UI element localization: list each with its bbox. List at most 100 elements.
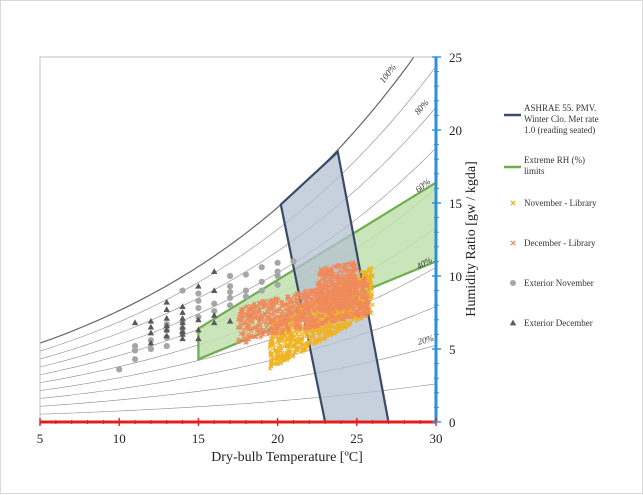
december-library-point <box>337 268 343 273</box>
legend-item-5: Exterior December <box>509 318 593 328</box>
november-library-point <box>274 349 279 354</box>
december-library-point <box>326 302 331 307</box>
december-library-point <box>337 312 343 318</box>
december-library-point <box>347 300 352 306</box>
december-library-point <box>294 300 299 306</box>
x-tick-label: 20 <box>271 431 284 446</box>
december-library-point <box>315 323 320 329</box>
december-library-point <box>345 274 351 279</box>
exterior-december-point <box>211 312 218 318</box>
y-tick-label: 0 <box>449 415 456 430</box>
december-library-point <box>342 268 348 273</box>
december-library-point <box>323 319 329 325</box>
legend-x-swatch <box>510 240 516 246</box>
rh-curve-70pct <box>40 147 436 368</box>
december-library-point <box>270 302 276 308</box>
exterior-november-point <box>147 345 154 353</box>
december-library-point <box>328 297 333 302</box>
december-library-point <box>294 316 299 321</box>
december-library-point <box>332 320 337 325</box>
december-library-point <box>316 291 321 297</box>
november-library-point <box>269 352 274 357</box>
exterior-december-point <box>179 323 186 330</box>
december-library-point <box>239 321 245 327</box>
december-library-point <box>298 297 304 302</box>
exterior-december-point <box>179 328 186 334</box>
december-library-point <box>244 326 249 331</box>
exterior-november-point <box>131 342 139 350</box>
november-library-point <box>325 328 330 333</box>
exterior-november-point <box>211 300 218 307</box>
december-library-point <box>347 279 352 284</box>
december-library-point <box>338 301 344 306</box>
x-axis-title: Dry-bulb Temperature [ºC] <box>211 450 363 465</box>
november-library-point <box>267 366 273 371</box>
december-library-point <box>255 323 260 328</box>
legend-item-0: ASHRAE 55. PMV. Winter Clo. Met rate 1.0 (… <box>504 103 599 135</box>
december-library-point <box>345 296 350 301</box>
december-library-point <box>313 287 319 292</box>
november-library-point <box>305 344 310 349</box>
november-library-point <box>278 361 283 366</box>
december-library-point <box>293 305 299 310</box>
legend-label: November - Library <box>524 198 597 208</box>
legend-label: Exterior November <box>524 278 594 288</box>
december-library-point <box>287 300 292 305</box>
december-library-point <box>335 271 341 276</box>
november-library-point <box>370 302 375 307</box>
exterior-november-point <box>195 297 202 304</box>
december-library-point <box>316 305 322 311</box>
exterior-december-point <box>147 339 155 346</box>
december-library-point <box>252 302 257 308</box>
november-library-point <box>346 323 351 328</box>
november-library-point <box>366 269 372 274</box>
exterior-december-point <box>179 314 186 321</box>
rh-curve-100pct <box>40 57 415 344</box>
december-library-point <box>328 290 333 296</box>
november-library-point <box>305 332 310 337</box>
december-library-point <box>249 328 254 334</box>
december-library-point <box>302 296 307 301</box>
legend-circle-swatch <box>510 280 516 286</box>
november-library-point <box>369 287 375 292</box>
december-library-point <box>334 282 339 287</box>
december-library-point <box>309 298 314 303</box>
december-library-point <box>288 296 293 301</box>
legend-label-line: December - Library <box>524 238 596 248</box>
december-library-point <box>325 311 331 316</box>
november-library-point <box>363 270 368 275</box>
november-library-point <box>287 341 293 347</box>
december-library-point <box>354 294 359 299</box>
december-library-point <box>316 296 321 301</box>
december-library-point <box>283 306 288 312</box>
december-library-point <box>280 329 285 334</box>
december-library-point <box>260 305 265 310</box>
november-library-point <box>330 324 335 330</box>
december-library-point <box>334 295 340 300</box>
december-library-point <box>322 300 328 306</box>
december-library-point <box>348 262 353 267</box>
december-library-point <box>329 318 335 324</box>
december-library-point <box>282 313 287 318</box>
rh-label-80pct: 80% <box>412 98 430 117</box>
december-library-point <box>331 314 337 319</box>
december-library-point <box>342 289 347 294</box>
december-library-point <box>312 308 318 314</box>
x-tick-label: 10 <box>113 431 126 446</box>
december-library-point <box>258 331 264 336</box>
december-library-point <box>363 312 369 317</box>
december-library-point <box>361 313 366 318</box>
december-library-point <box>354 312 359 318</box>
december-library-point <box>242 311 247 316</box>
december-library-point <box>256 309 262 314</box>
legend-item-4: Exterior November <box>510 278 594 288</box>
legend-label: Exterior December <box>524 318 593 328</box>
december-library-point <box>279 317 285 323</box>
november-library-point <box>282 325 288 330</box>
november-library-point <box>334 328 339 333</box>
december-library-point <box>306 311 311 316</box>
december-library-point <box>294 293 300 298</box>
november-library-point <box>284 336 289 342</box>
december-library-point <box>241 330 246 335</box>
